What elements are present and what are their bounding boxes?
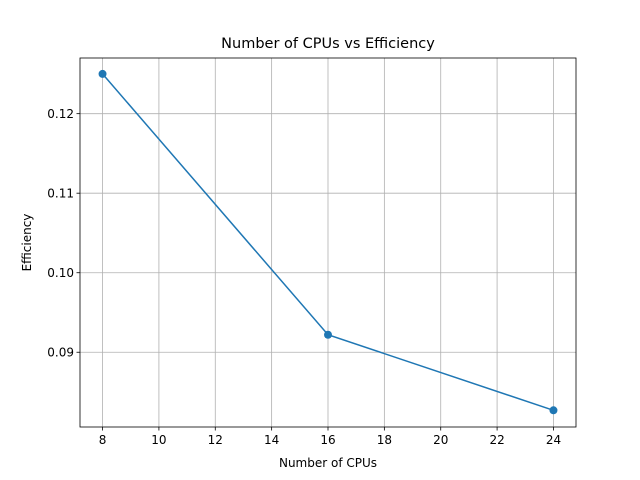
data-point [324, 330, 332, 339]
x-tick-label: 18 [377, 433, 392, 447]
x-tick-label: 12 [208, 433, 223, 447]
x-tick-label: 10 [151, 433, 166, 447]
x-axis-label: Number of CPUs [279, 456, 377, 470]
x-axis-ticks: 8 10 12 14 16 18 20 22 24 [99, 427, 561, 447]
chart-title: Number of CPUs vs Efficiency [221, 36, 435, 52]
x-tick-label: 14 [264, 433, 279, 447]
x-tick-label: 22 [489, 433, 504, 447]
x-tick-label: 24 [546, 433, 561, 447]
y-axis-ticks: 0.09 0.10 0.11 0.12 [47, 107, 80, 360]
x-tick-label: 8 [99, 433, 107, 447]
y-tick-label: 0.09 [47, 346, 74, 360]
grid [80, 58, 576, 427]
x-tick-label: 20 [433, 433, 448, 447]
x-tick-label: 16 [320, 433, 335, 447]
y-tick-label: 0.12 [47, 107, 74, 121]
y-axis-label: Efficiency [20, 214, 34, 272]
y-tick-label: 0.11 [47, 186, 74, 200]
series-group [98, 69, 558, 415]
data-point [549, 406, 558, 415]
data-point [98, 69, 107, 78]
y-tick-label: 0.10 [47, 266, 74, 280]
